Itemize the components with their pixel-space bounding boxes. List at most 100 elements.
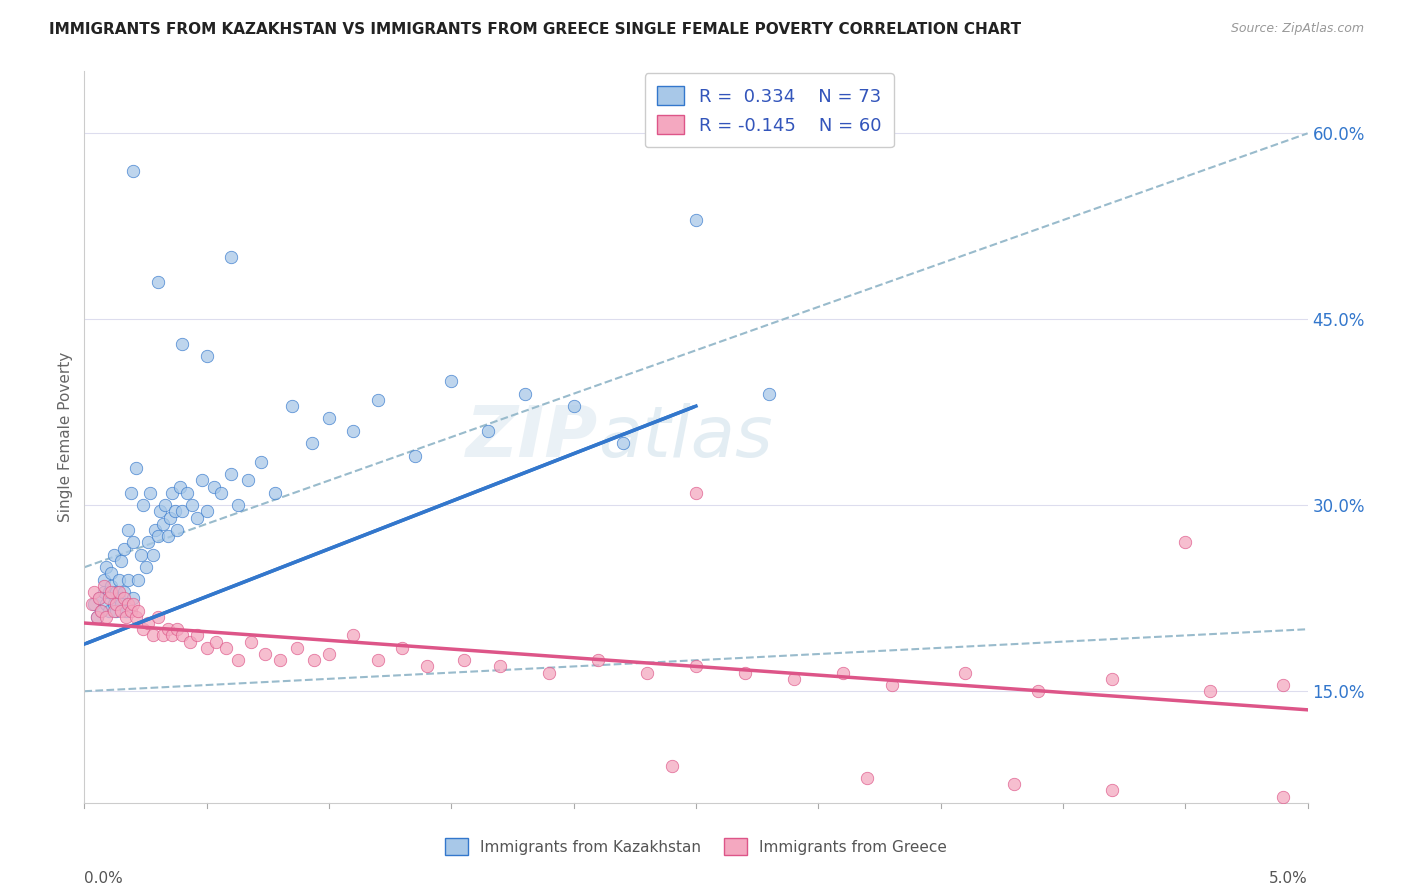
Point: [162, 486, 184, 500]
Point: [127, 604, 149, 618]
Point: [186, 628, 208, 642]
Point: [103, 548, 125, 562]
Point: [163, 504, 186, 518]
Point: [249, 455, 271, 469]
Point: [612, 436, 634, 450]
Point: [513, 386, 536, 401]
Point: [125, 610, 148, 624]
Point: [93, 579, 115, 593]
Point: [172, 337, 194, 351]
Point: [367, 653, 389, 667]
Point: [117, 523, 139, 537]
Point: [318, 411, 340, 425]
Point: [96, 560, 118, 574]
Point: [142, 548, 165, 562]
Point: [115, 604, 138, 618]
Point: [80, 598, 103, 612]
Y-axis label: Single Female Poverty: Single Female Poverty: [58, 352, 73, 522]
Point: [318, 647, 340, 661]
Point: [159, 510, 181, 524]
Point: [1198, 684, 1220, 698]
Point: [586, 653, 609, 667]
Point: [135, 560, 157, 574]
Point: [139, 486, 162, 500]
Point: [1272, 678, 1295, 692]
Point: [105, 585, 128, 599]
Point: [162, 628, 184, 642]
Point: [112, 541, 135, 556]
Point: [115, 610, 138, 624]
Point: [97, 604, 120, 618]
Point: [90, 604, 112, 618]
Point: [90, 604, 112, 618]
Point: [181, 498, 204, 512]
Point: [107, 573, 129, 587]
Text: 5.0%: 5.0%: [1268, 871, 1308, 886]
Point: [953, 665, 976, 680]
Point: [110, 598, 132, 612]
Point: [112, 591, 135, 606]
Point: [453, 653, 475, 667]
Point: [1101, 672, 1123, 686]
Point: [186, 510, 208, 524]
Point: [136, 615, 159, 630]
Point: [191, 474, 214, 488]
Legend: Immigrants from Kazakhstan, Immigrants from Greece: Immigrants from Kazakhstan, Immigrants f…: [439, 832, 953, 861]
Point: [97, 585, 120, 599]
Point: [685, 486, 707, 500]
Point: [179, 634, 201, 648]
Point: [146, 610, 169, 624]
Point: [127, 573, 149, 587]
Point: [166, 523, 188, 537]
Point: [146, 275, 169, 289]
Point: [1272, 789, 1295, 804]
Point: [215, 640, 238, 655]
Point: [86, 610, 108, 624]
Point: [342, 628, 364, 642]
Point: [120, 486, 142, 500]
Point: [1002, 777, 1025, 791]
Point: [831, 665, 853, 680]
Point: [685, 659, 707, 673]
Point: [110, 554, 132, 568]
Point: [93, 573, 115, 587]
Point: [285, 640, 308, 655]
Text: 0.0%: 0.0%: [84, 871, 124, 886]
Point: [205, 634, 228, 648]
Point: [301, 436, 323, 450]
Point: [1028, 684, 1050, 698]
Point: [172, 504, 194, 518]
Point: [342, 424, 364, 438]
Point: [122, 535, 145, 549]
Point: [103, 598, 125, 612]
Point: [661, 758, 683, 772]
Point: [153, 498, 176, 512]
Point: [112, 585, 135, 599]
Point: [440, 374, 463, 388]
Point: [132, 622, 155, 636]
Point: [1101, 783, 1123, 797]
Point: [152, 516, 174, 531]
Point: [176, 486, 198, 500]
Point: [783, 672, 806, 686]
Point: [636, 665, 658, 680]
Point: [125, 461, 148, 475]
Point: [239, 634, 262, 648]
Point: [562, 399, 585, 413]
Point: [254, 647, 277, 661]
Point: [209, 486, 232, 500]
Point: [146, 529, 169, 543]
Text: IMMIGRANTS FROM KAZAKHSTAN VS IMMIGRANTS FROM GREECE SINGLE FEMALE POVERTY CORRE: IMMIGRANTS FROM KAZAKHSTAN VS IMMIGRANTS…: [49, 22, 1021, 37]
Point: [281, 399, 304, 413]
Point: [117, 598, 139, 612]
Point: [489, 659, 512, 673]
Point: [107, 591, 129, 606]
Point: [304, 653, 326, 667]
Point: [83, 585, 105, 599]
Point: [416, 659, 439, 673]
Point: [391, 640, 413, 655]
Point: [110, 604, 132, 618]
Point: [120, 604, 142, 618]
Point: [195, 350, 218, 364]
Point: [93, 585, 115, 599]
